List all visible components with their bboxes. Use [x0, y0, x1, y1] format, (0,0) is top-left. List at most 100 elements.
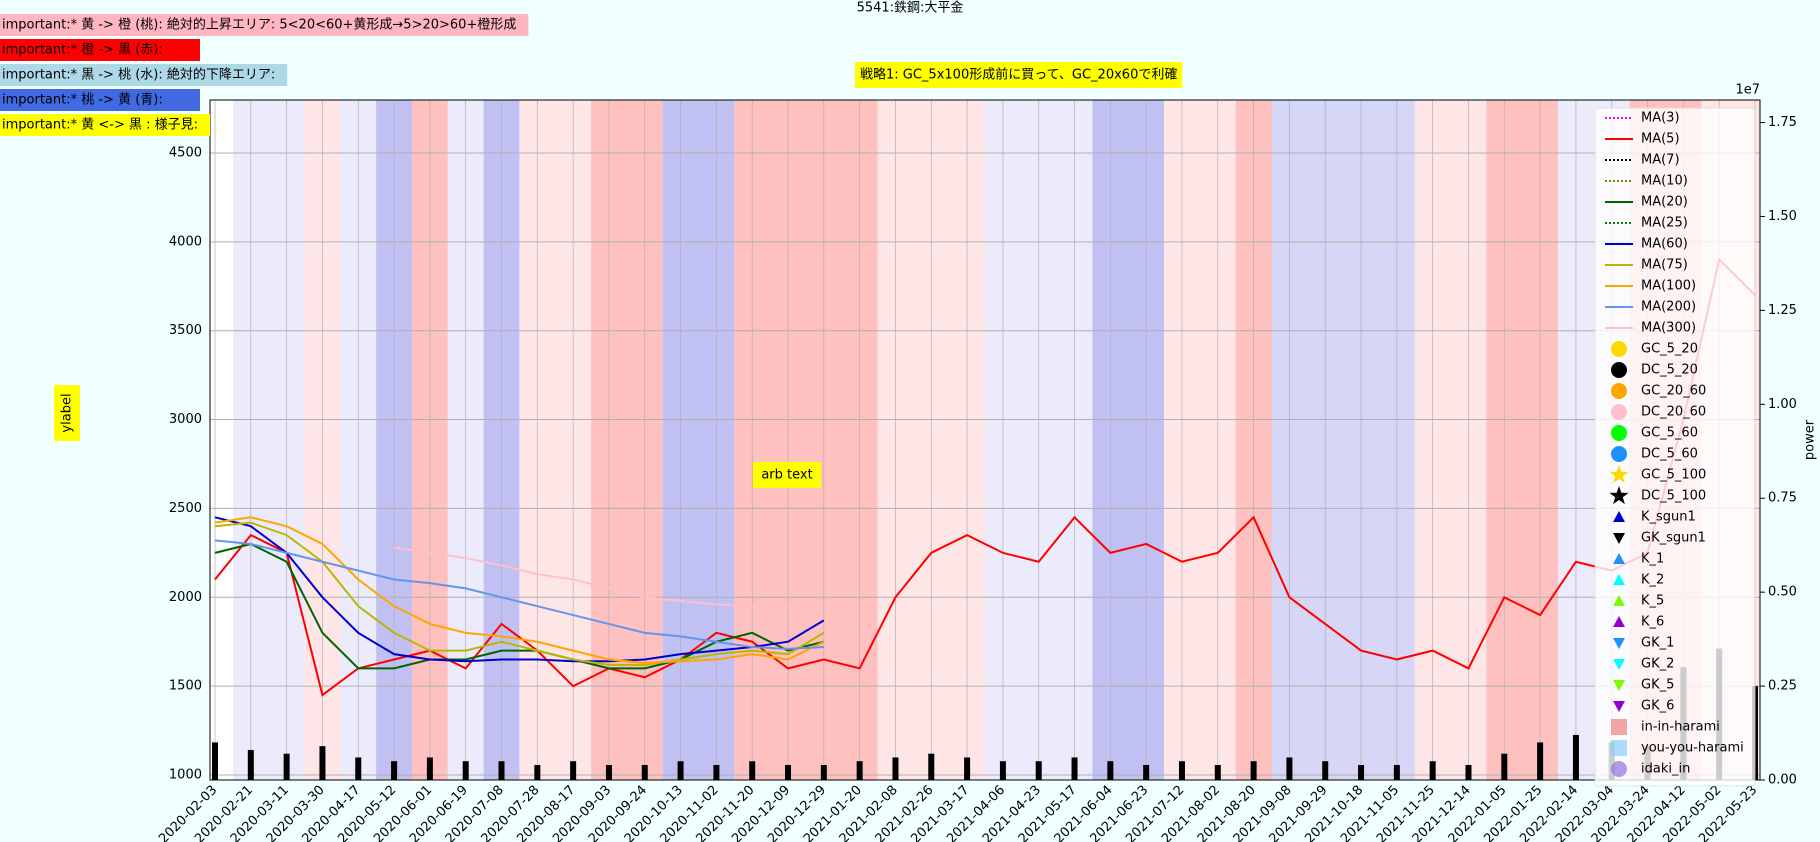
volume-bar [677, 761, 684, 780]
legend-marker [1611, 425, 1627, 441]
volume-bar [1537, 742, 1544, 780]
legend-marker [1613, 533, 1625, 544]
y2-axis-label: power [1803, 419, 1818, 460]
legend-label: you-you-harami [1641, 741, 1744, 756]
signal-band [662, 100, 735, 780]
legend-label: idaki_in [1641, 762, 1690, 777]
volume-bar [355, 757, 362, 780]
legend-marker [1609, 465, 1629, 484]
legend-label: GC_20_60 [1641, 384, 1706, 399]
y-tick-label: 3000 [169, 412, 202, 427]
signal-band [232, 100, 305, 780]
y-tick-label: 4500 [169, 145, 202, 160]
legend-label: MA(10) [1641, 174, 1688, 189]
legend-marker [1613, 680, 1625, 691]
legend-marker [1611, 341, 1627, 357]
volume-bar [498, 761, 505, 780]
volume-bar [1143, 764, 1150, 780]
ma-line [214, 516, 825, 663]
annotation-text: important:* 黄 -> 橙 (桃): 絶対的上昇エリア: 5<20<6… [2, 17, 516, 33]
annotation-text: important:* 橙 -> 黒 (赤): [2, 43, 163, 58]
legend-marker [1611, 362, 1627, 378]
y2-tick-label: 1.50 [1768, 209, 1797, 224]
signal-band [1414, 100, 1487, 780]
volume-bar [1071, 757, 1078, 780]
volume-bar [1501, 753, 1508, 780]
annotation-box [0, 64, 288, 86]
legend-marker [1611, 404, 1627, 420]
legend-label: MA(20) [1641, 195, 1688, 210]
legend-label: GK_sgun1 [1641, 531, 1706, 546]
legend-label: K_1 [1641, 552, 1664, 567]
strategy-box [855, 62, 1183, 88]
volume-bar [749, 761, 756, 780]
signal-band [1486, 100, 1559, 780]
legend-marker [1613, 511, 1625, 522]
legend-label: MA(300) [1641, 321, 1696, 336]
legend-marker [1611, 740, 1627, 756]
y-axis-label: ylabel [60, 393, 75, 432]
volume-bar [605, 764, 612, 780]
volume-bar [856, 761, 863, 780]
legend-label: MA(60) [1641, 237, 1688, 252]
legend-label: in-in-harami [1641, 720, 1720, 735]
legend-label: K_5 [1641, 594, 1664, 609]
volume-bar [426, 757, 433, 780]
y-tick-label: 4000 [169, 234, 202, 249]
legend-label: GK_6 [1641, 699, 1674, 714]
volume-bar [641, 764, 648, 780]
volume-bar [1035, 761, 1042, 780]
y-tick-label: 2500 [169, 501, 202, 516]
y2-offset: 1e7 [1735, 83, 1760, 98]
annotation-box [0, 14, 529, 36]
volume-bar [319, 746, 326, 780]
legend-label: K_2 [1641, 573, 1664, 588]
y-tick-label: 3500 [169, 323, 202, 338]
volume-bar [820, 764, 827, 780]
legend-marker [1613, 574, 1625, 585]
y-tick-label: 1500 [169, 679, 202, 694]
annotation-box [0, 39, 200, 61]
legend-label: MA(75) [1641, 258, 1688, 273]
annotation-box [0, 89, 200, 111]
volume-bar [1465, 764, 1472, 780]
volume-bar [1358, 764, 1365, 780]
legend-label: GK_5 [1641, 678, 1674, 693]
legend-label: GC_5_100 [1641, 468, 1706, 483]
ma-line [214, 516, 825, 665]
legend-box [1594, 107, 1756, 787]
legend-marker [1609, 486, 1629, 505]
signal-band [1271, 100, 1415, 780]
y2-tick-label: 1.75 [1768, 115, 1797, 130]
ma-line [214, 539, 824, 650]
legend-label: DC_5_20 [1641, 363, 1698, 378]
y2-tick-label: 0.75 [1768, 491, 1797, 506]
signal-band [734, 100, 878, 780]
volume-bar [462, 761, 469, 780]
plot-frame [209, 99, 1761, 781]
legend-marker [1613, 616, 1625, 627]
legend-marker [1613, 553, 1625, 564]
legend-label: K_sgun1 [1641, 510, 1696, 525]
volume-bar [1214, 764, 1221, 780]
y2-tick-label: 0.50 [1768, 585, 1797, 600]
legend-marker [1611, 719, 1627, 735]
y-tick-label: 2000 [169, 590, 202, 605]
legend-marker [1611, 761, 1627, 777]
legend-label: MA(100) [1641, 279, 1696, 294]
legend-marker [1613, 659, 1625, 670]
volume-bar [892, 757, 899, 780]
legend-marker [1613, 701, 1625, 712]
volume-bar [964, 757, 971, 780]
volume-bar [1393, 764, 1400, 780]
volume-bar [999, 761, 1006, 780]
legend-label: GK_1 [1641, 636, 1674, 651]
volume-bar [1572, 734, 1579, 780]
legend-label: MA(3) [1641, 111, 1680, 126]
volume-bar [283, 753, 290, 780]
annotation-text: important:* 黄 <-> 黒 : 様子見: [2, 118, 198, 133]
legend-label: DC_5_100 [1641, 489, 1706, 504]
volume-bar [247, 749, 254, 780]
signal-band [591, 100, 663, 780]
